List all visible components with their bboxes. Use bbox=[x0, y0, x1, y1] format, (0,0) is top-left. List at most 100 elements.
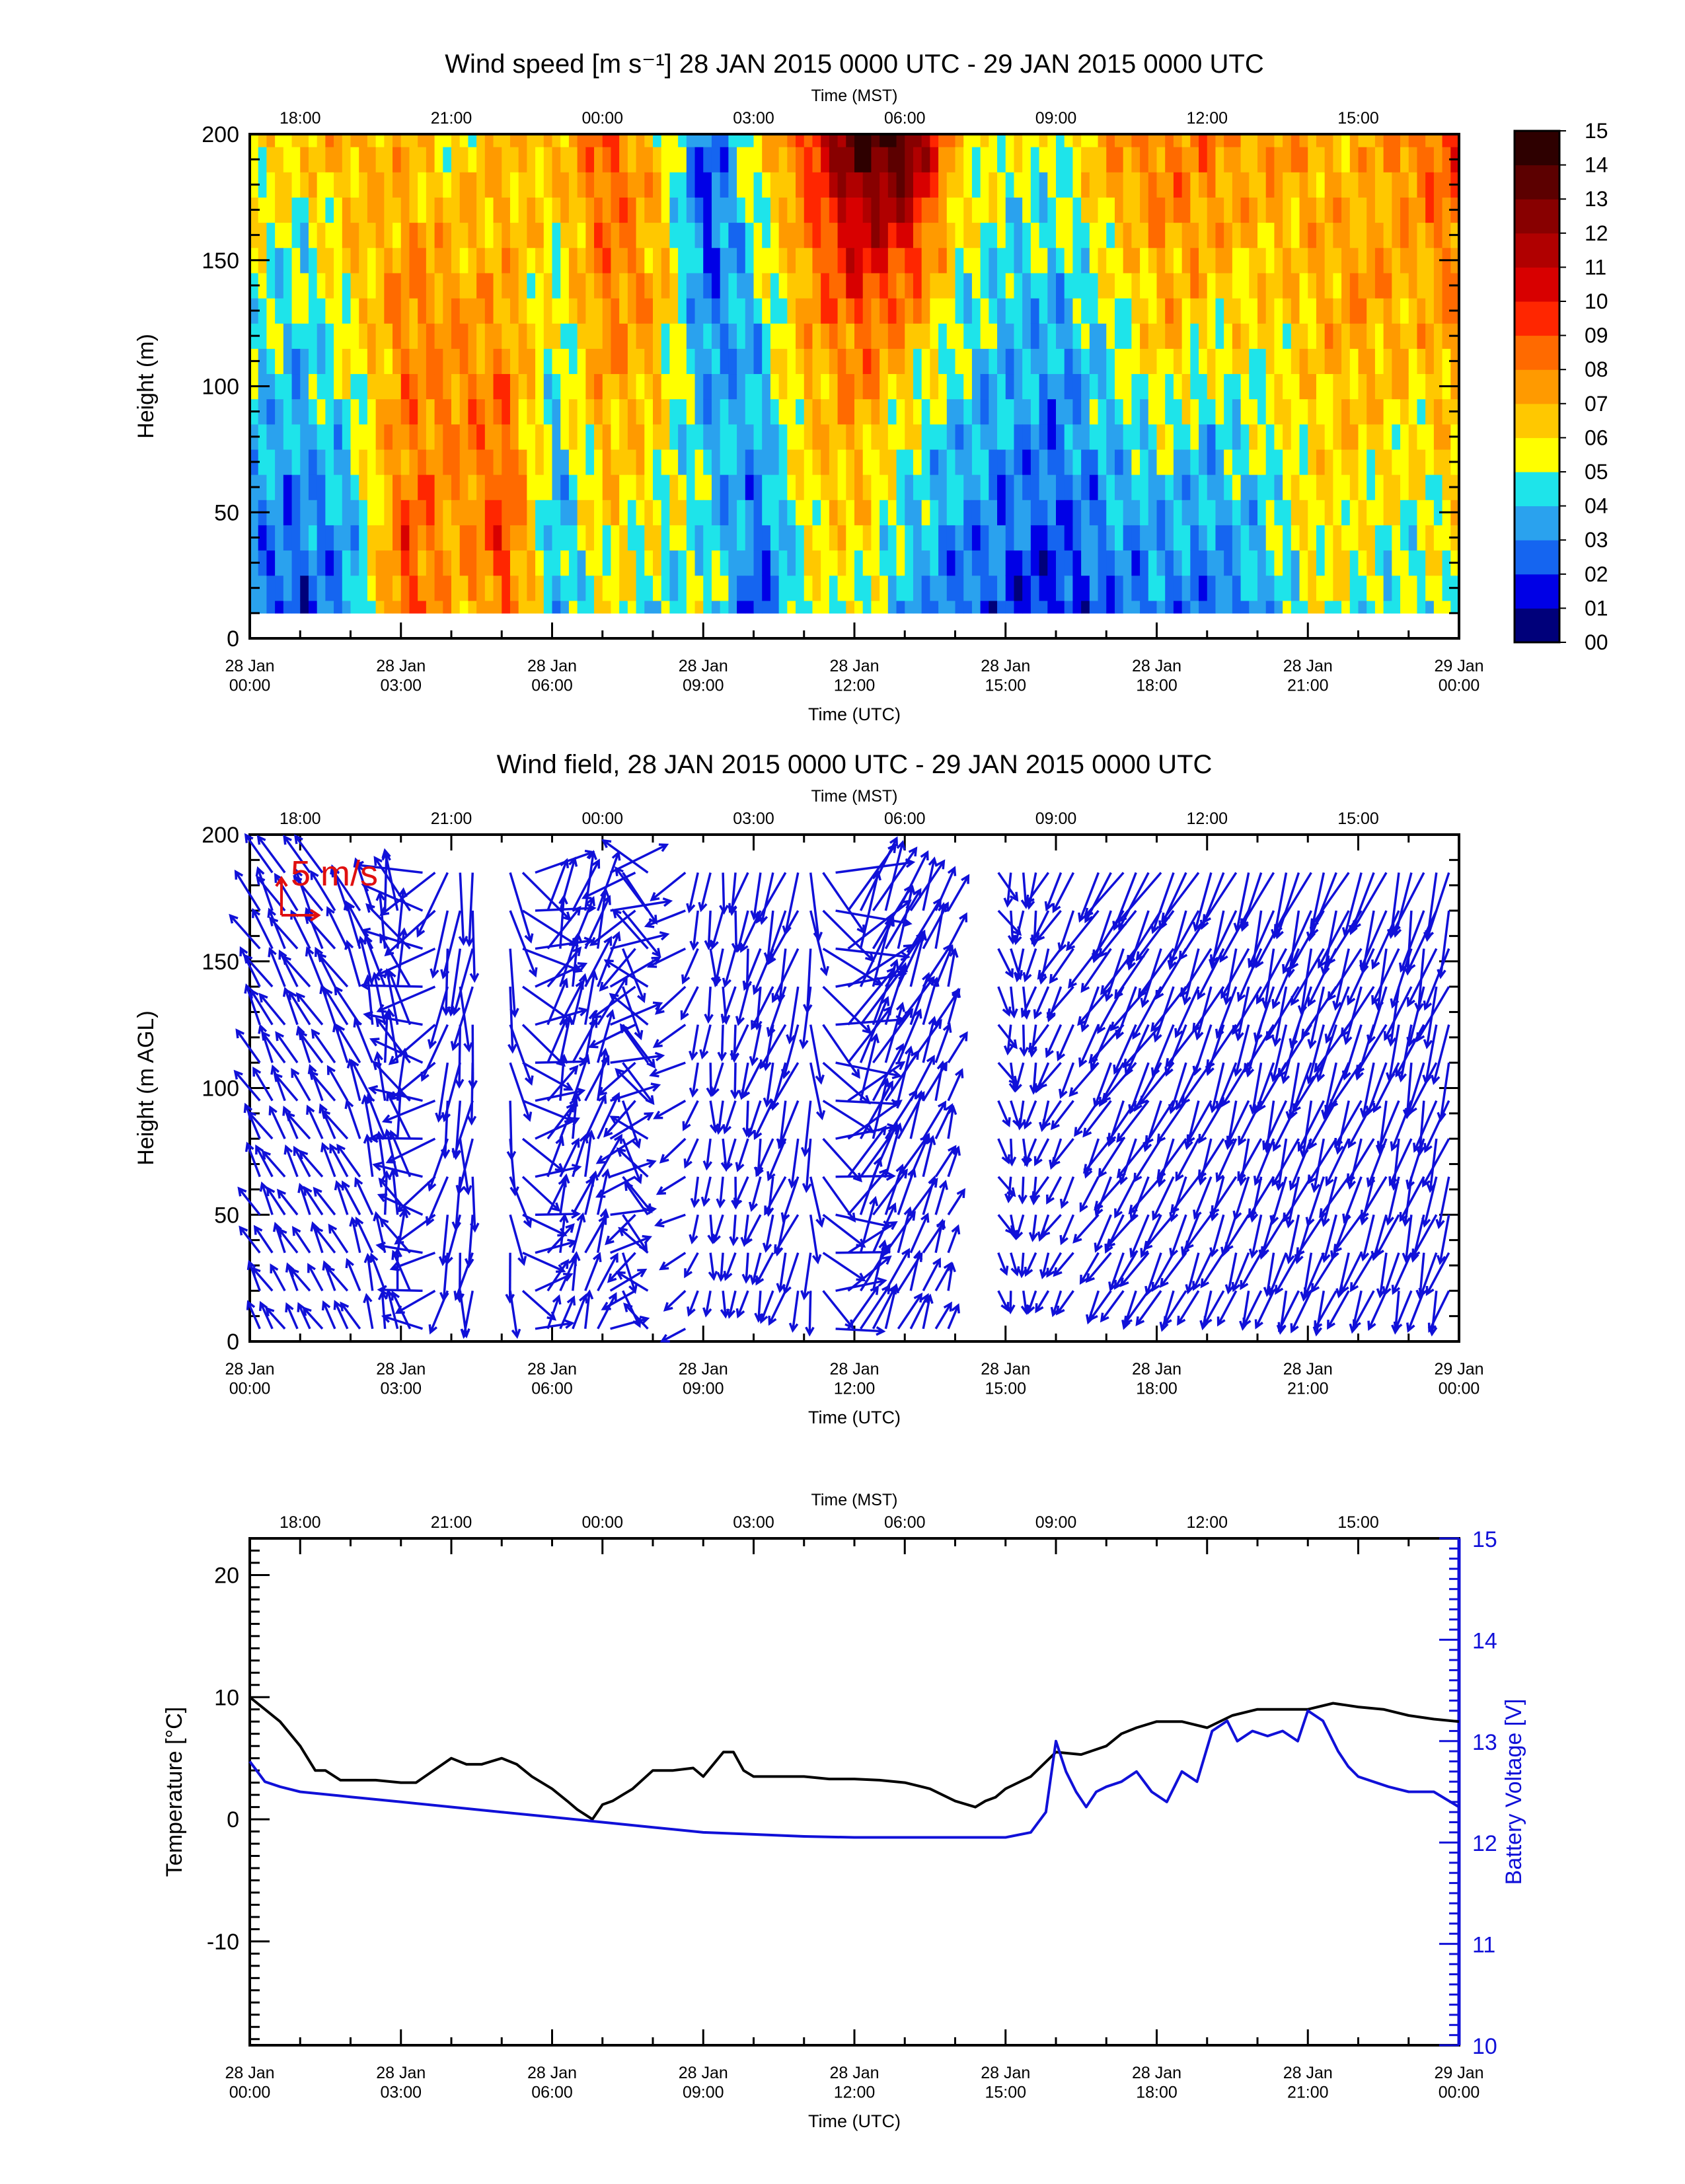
heatmap-cell bbox=[1190, 172, 1199, 198]
heatmap-cell bbox=[728, 424, 737, 450]
heatmap-cell bbox=[1182, 147, 1191, 172]
heatmap-cell bbox=[367, 576, 376, 601]
heatmap-cell bbox=[1249, 273, 1257, 299]
heatmap-cell bbox=[1056, 223, 1065, 248]
heatmap-cell bbox=[728, 223, 737, 248]
heatmap-cell bbox=[829, 500, 838, 525]
heatmap-cell bbox=[1316, 601, 1325, 614]
heatmap-cell bbox=[560, 550, 569, 576]
heatmap-cell bbox=[854, 550, 863, 576]
heatmap-cell bbox=[292, 601, 301, 614]
heatmap-cell bbox=[535, 134, 544, 147]
heatmap-cell bbox=[1359, 576, 1367, 601]
heatmap-cell bbox=[275, 323, 283, 349]
heatmap-cell bbox=[829, 601, 838, 614]
heatmap-cell bbox=[728, 323, 737, 349]
heatmap-cell bbox=[678, 197, 687, 223]
heatmap-cell bbox=[367, 449, 376, 475]
heatmap-cell bbox=[1341, 248, 1350, 274]
heatmap-cell bbox=[636, 147, 645, 172]
heatmap-cell bbox=[519, 601, 527, 614]
heatmap-cell bbox=[342, 525, 351, 550]
heatmap-cell bbox=[812, 248, 821, 274]
heatmap-cell bbox=[527, 525, 535, 550]
heatmap-cell bbox=[1199, 172, 1207, 198]
heatmap-cell bbox=[619, 323, 628, 349]
heatmap-cell bbox=[334, 147, 342, 172]
heatmap-cell bbox=[1140, 424, 1148, 450]
heatmap-cell bbox=[1325, 601, 1333, 614]
heatmap-cell bbox=[1333, 134, 1341, 147]
heatmap-cell bbox=[1417, 147, 1425, 172]
wind-vector bbox=[1059, 1025, 1074, 1059]
heatmap-cell bbox=[1065, 474, 1073, 500]
colorbar-swatch bbox=[1515, 199, 1559, 233]
heatmap-cell bbox=[888, 373, 897, 399]
heatmap-cell bbox=[754, 147, 763, 172]
heatmap-cell bbox=[930, 147, 938, 172]
wind-vector bbox=[848, 1287, 878, 1329]
heatmap-cell bbox=[1031, 134, 1039, 147]
heatmap-cell bbox=[1333, 323, 1341, 349]
heatmap-cell bbox=[720, 525, 729, 550]
wind-vector bbox=[1096, 1177, 1111, 1215]
heatmap-cell bbox=[695, 424, 704, 450]
heatmap-cell bbox=[502, 550, 510, 576]
heatmap-cell bbox=[1022, 197, 1031, 223]
heatmap-cell bbox=[451, 134, 460, 147]
heatmap-cell bbox=[997, 273, 1006, 299]
heatmap-cell bbox=[678, 248, 687, 274]
heatmap-cell bbox=[846, 223, 854, 248]
heatmap-cell bbox=[1047, 500, 1056, 525]
heatmap-cell bbox=[1316, 449, 1325, 475]
heatmap-cell bbox=[1207, 399, 1216, 425]
heatmap-cell bbox=[1384, 373, 1392, 399]
heatmap-cell bbox=[275, 273, 283, 299]
heatmap-cell bbox=[888, 525, 897, 550]
heatmap-cell bbox=[695, 323, 704, 349]
heatmap-cell bbox=[1165, 500, 1174, 525]
heatmap-cell bbox=[1165, 134, 1174, 147]
heatmap-cell bbox=[728, 525, 737, 550]
heatmap-cell bbox=[1190, 223, 1199, 248]
heatmap-cell bbox=[527, 449, 535, 475]
heatmap-cell bbox=[897, 273, 905, 299]
heatmap-cell bbox=[611, 500, 619, 525]
wind-vector bbox=[379, 1290, 422, 1291]
heatmap-cell bbox=[854, 147, 863, 172]
heatmap-cell bbox=[476, 134, 485, 147]
heatmap-cell bbox=[1266, 474, 1275, 500]
heatmap-cell bbox=[997, 248, 1006, 274]
heatmap-cell bbox=[603, 248, 611, 274]
heatmap-cell bbox=[636, 223, 645, 248]
heatmap-cell bbox=[1283, 601, 1291, 614]
heatmap-cell bbox=[351, 197, 359, 223]
heatmap-cell bbox=[393, 273, 401, 299]
heatmap-cell bbox=[1384, 298, 1392, 324]
heatmap-cell bbox=[1400, 273, 1409, 299]
heatmap-cell bbox=[1249, 525, 1257, 550]
heatmap-cell bbox=[1400, 525, 1409, 550]
heatmap-cell bbox=[1341, 172, 1350, 198]
heatmap-cell bbox=[628, 298, 636, 324]
top-tick-label: 09:00 bbox=[1035, 109, 1077, 128]
heatmap-cell bbox=[981, 134, 989, 147]
heatmap-cell bbox=[317, 273, 326, 299]
heatmap-cell bbox=[1065, 348, 1073, 374]
heatmap-cell bbox=[846, 348, 854, 374]
heatmap-cell bbox=[309, 474, 317, 500]
heatmap-cell bbox=[1291, 550, 1300, 576]
heatmap-cell bbox=[913, 348, 922, 374]
heatmap-cell bbox=[989, 500, 997, 525]
heatmap-cell bbox=[1308, 525, 1316, 550]
heatmap-cell bbox=[342, 147, 351, 172]
wind-vector bbox=[625, 1304, 648, 1329]
heatmap-cell bbox=[510, 348, 519, 374]
heatmap-cell bbox=[300, 248, 309, 274]
heatmap-cell bbox=[981, 223, 989, 248]
heatmap-cell bbox=[897, 424, 905, 450]
heatmap-cell bbox=[1199, 449, 1207, 475]
heatmap-cell bbox=[1207, 449, 1216, 475]
heatmap-cell bbox=[1199, 273, 1207, 299]
